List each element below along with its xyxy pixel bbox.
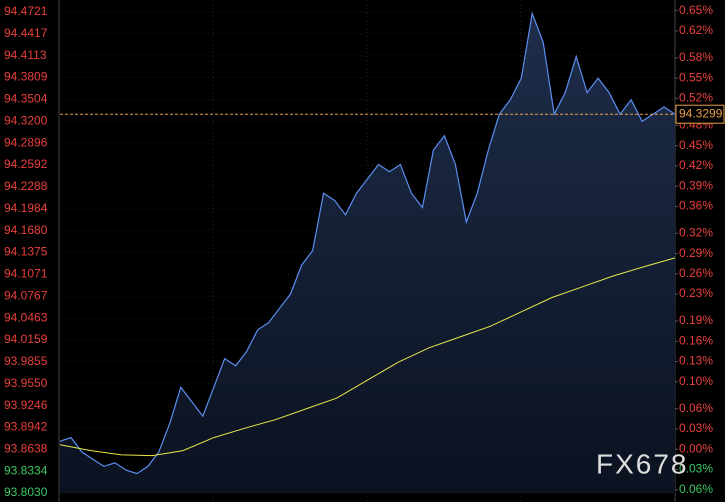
y-tick-label: 93.9855	[4, 354, 48, 368]
moving-average	[59, 257, 676, 457]
y-tick-label: 94.3809	[4, 70, 48, 84]
y2-tick-label: 0.06%	[679, 482, 713, 496]
y-tick-label: 94.1375	[4, 245, 48, 259]
y2-tick-label: 0.00%	[679, 441, 713, 455]
y2-tick-label: 0.10%	[679, 374, 713, 388]
y-tick-label: 93.8334	[4, 463, 48, 477]
y-tick-label: 94.2592	[4, 157, 48, 171]
watermark: FX678	[596, 448, 689, 479]
price-area	[60, 13, 675, 493]
y2-tick-label: 0.16%	[679, 333, 713, 347]
y2-tick-label: 0.36%	[679, 199, 713, 213]
y2-tick-label: 0.58%	[679, 50, 713, 64]
y2-tick-label: 0.13%	[679, 354, 713, 368]
y-tick-label: 94.3504	[4, 92, 48, 106]
y2-tick-label: 0.03%	[679, 462, 713, 476]
y-tick-label: 94.1071	[4, 267, 48, 281]
y-tick-label: 93.8030	[4, 485, 48, 499]
y2-tick-label: 0.45%	[679, 138, 713, 152]
y-tick-label: 94.0159	[4, 332, 48, 346]
y-tick-label: 94.2288	[4, 179, 48, 193]
y2-tick-label: 0.19%	[679, 313, 713, 327]
y2-tick-label: 0.39%	[679, 178, 713, 192]
y2-tick-label: 0.42%	[679, 158, 713, 172]
y-tick-label: 94.4113	[4, 48, 47, 62]
y2-tick-label: 0.03%	[679, 421, 713, 435]
y2-tick-label: 0.62%	[679, 23, 713, 37]
y-tick-label: 94.0767	[4, 288, 48, 302]
y-tick-label: 94.2896	[4, 135, 48, 149]
last-price-label: 94.3299	[679, 106, 723, 120]
y-tick-label: 94.1680	[4, 223, 48, 237]
y-tick-label: 94.4417	[4, 26, 48, 40]
y-tick-label: 93.8942	[4, 420, 48, 434]
y-tick-label: 93.8638	[4, 441, 48, 455]
last-price-box	[675, 104, 725, 124]
y2-tick-label: 0.65%	[679, 3, 713, 17]
y2-tick-label: 0.06%	[679, 401, 713, 415]
price-line	[59, 11, 676, 475]
y2-tick-label: 0.52%	[679, 91, 713, 105]
y2-tick-label: 0.26%	[679, 266, 713, 280]
y-tick-label: 94.3200	[4, 114, 48, 128]
y2-tick-label: 0.29%	[679, 246, 713, 260]
y-tick-label: 93.9550	[4, 376, 48, 390]
y-tick-label: 93.9246	[4, 398, 48, 412]
y2-tick-label: 0.32%	[679, 226, 713, 240]
y2-tick-label: 0.55%	[679, 70, 713, 84]
y-tick-label: 94.0463	[4, 310, 48, 324]
y-tick-label: 94.4721	[4, 4, 48, 18]
y-tick-label: 94.1984	[4, 201, 48, 215]
y2-tick-label: 0.23%	[679, 286, 713, 300]
